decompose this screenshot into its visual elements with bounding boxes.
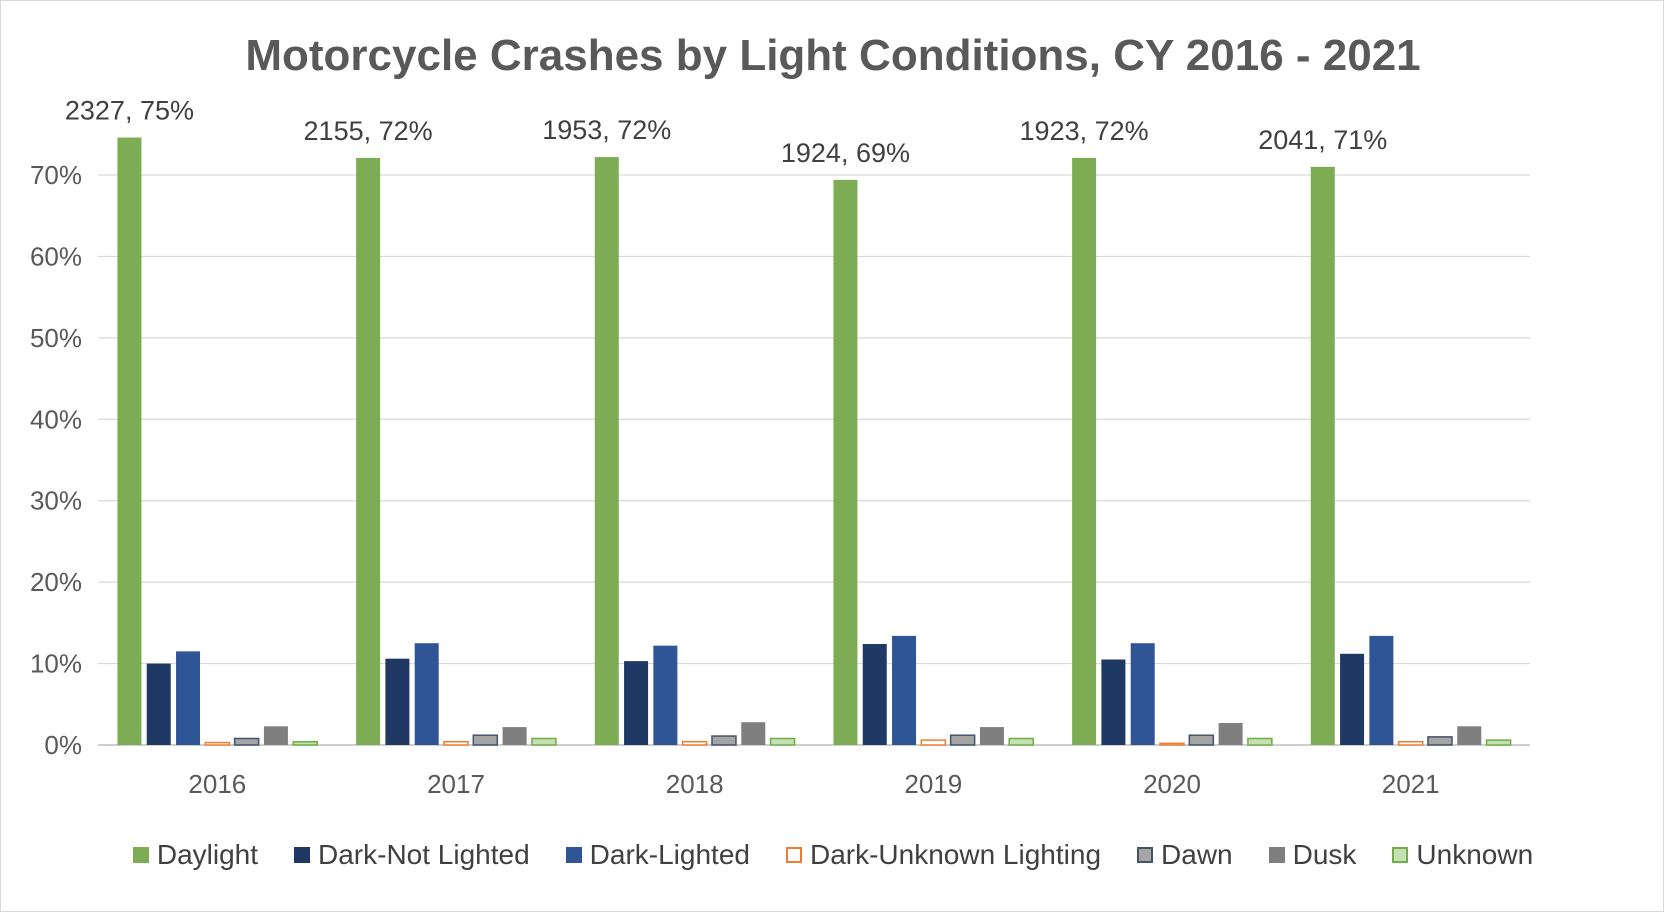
- x-tick-label: 2020: [1143, 769, 1201, 799]
- bar-dawn-2020: [1188, 734, 1215, 746]
- y-tick-label: 30%: [30, 486, 82, 516]
- data-label: 1924, 69%: [781, 138, 910, 168]
- bar-daylight-2016: [117, 137, 142, 746]
- bar-unknown-2017: [531, 737, 557, 746]
- legend-item: Dark-Not Lighted: [294, 839, 530, 871]
- bar-dark-not-lighted-2017: [385, 658, 410, 745]
- bar-dark-not-lighted-2018: [624, 661, 649, 745]
- legend-swatch: [294, 847, 311, 863]
- bar-unknown-2020: [1247, 737, 1273, 746]
- bar-daylight-2020: [1072, 157, 1097, 745]
- legend-item: Dark-Unknown Lighting: [785, 839, 1102, 871]
- data-label: 2327, 75%: [65, 96, 194, 126]
- chart-legend: Daylight Dark-Not Lighted Dark-Lighted Dark…: [1, 839, 1664, 871]
- bar-dark-unknown-lighting-2018: [681, 740, 708, 746]
- bar-dark-not-lighted-2019: [862, 644, 887, 745]
- x-tick-label: 2019: [904, 769, 962, 799]
- bar-dawn-2016: [233, 737, 260, 746]
- bar-daylight-2018: [594, 157, 619, 746]
- legend-swatch: [1137, 847, 1154, 863]
- legend-item: Unknown: [1392, 839, 1533, 871]
- bar-daylight-2021: [1310, 166, 1335, 745]
- legend-label: Dusk: [1292, 839, 1357, 870]
- legend-label: Dark-Not Lighted: [318, 839, 530, 870]
- data-label: 2155, 72%: [304, 116, 433, 146]
- x-tick-label: 2017: [427, 769, 485, 799]
- bar-unknown-2018: [769, 737, 796, 746]
- bar-dark-lighted-2021: [1369, 635, 1394, 745]
- legend-swatch: [785, 847, 802, 863]
- y-tick-label: 40%: [30, 404, 82, 434]
- bar-dark-lighted-2017: [414, 643, 439, 745]
- x-tick-label: 2016: [188, 769, 246, 799]
- x-tick-label: 2021: [1382, 769, 1440, 799]
- bar-dark-not-lighted-2021: [1340, 653, 1365, 745]
- bar-dark-lighted-2018: [653, 645, 678, 745]
- bar-dark-unknown-lighting-2020: [1159, 742, 1185, 746]
- legend-swatch: [1392, 847, 1409, 863]
- bar-dark-lighted-2020: [1130, 643, 1155, 745]
- y-tick-label: 20%: [30, 567, 82, 597]
- data-label: 1953, 72%: [542, 115, 671, 145]
- legend-label: Dark-Lighted: [589, 839, 750, 870]
- legend-swatch: [132, 847, 149, 863]
- bar-dawn-2018: [711, 735, 737, 746]
- y-tick-label: 0%: [44, 730, 82, 760]
- bar-dusk-2018: [741, 722, 766, 745]
- bar-dawn-2017: [472, 734, 499, 746]
- legend-swatch: [1268, 847, 1285, 863]
- bar-dusk-2017: [502, 727, 527, 745]
- bar-unknown-2021: [1485, 739, 1512, 746]
- bar-dusk-2019: [979, 727, 1004, 745]
- legend-item: Dawn: [1137, 839, 1233, 871]
- bar-dawn-2019: [949, 734, 976, 746]
- bar-dusk-2020: [1218, 723, 1243, 745]
- legend-item: Daylight: [132, 839, 259, 871]
- bar-dawn-2021: [1427, 736, 1453, 746]
- bar-dark-lighted-2019: [892, 635, 917, 745]
- legend-label: Daylight: [156, 839, 259, 870]
- bar-dark-unknown-lighting-2019: [920, 739, 947, 746]
- x-tick-label: 2018: [666, 769, 724, 799]
- bar-dark-unknown-lighting-2016: [204, 741, 231, 746]
- legend-item: Dark-Lighted: [565, 839, 750, 871]
- y-tick-label: 60%: [30, 241, 82, 271]
- y-tick-label: 50%: [30, 323, 82, 353]
- data-label: 2041, 71%: [1258, 125, 1387, 155]
- bar-dusk-2016: [263, 726, 288, 745]
- legend-label: Unknown: [1416, 839, 1534, 870]
- y-tick-label: 70%: [30, 160, 82, 190]
- bar-dusk-2021: [1457, 726, 1482, 745]
- legend-item: Dusk: [1268, 839, 1357, 871]
- bar-dark-lighted-2016: [176, 651, 201, 745]
- y-tick-label: 10%: [30, 649, 82, 679]
- bar-unknown-2016: [292, 740, 318, 746]
- data-label: 1923, 72%: [1020, 116, 1149, 146]
- legend-label: Dawn: [1161, 839, 1233, 870]
- bar-dark-unknown-lighting-2021: [1397, 740, 1424, 746]
- chart-title: Motorcycle Crashes by Light Conditions, …: [245, 31, 1421, 80]
- legend-swatch: [565, 847, 582, 863]
- bar-dark-unknown-lighting-2017: [443, 740, 469, 746]
- bar-unknown-2019: [1008, 737, 1034, 746]
- bar-daylight-2017: [356, 157, 381, 745]
- bar-dark-not-lighted-2020: [1101, 659, 1126, 745]
- legend-label: Dark-Unknown Lighting: [809, 839, 1102, 870]
- bar-dark-not-lighted-2016: [146, 663, 171, 745]
- bar-daylight-2019: [833, 179, 858, 745]
